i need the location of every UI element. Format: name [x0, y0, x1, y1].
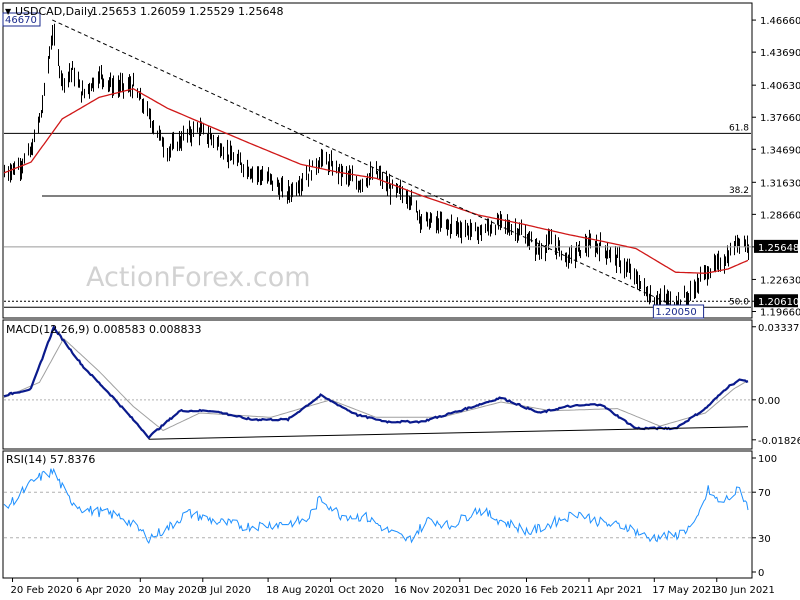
macd-axis-label: 0.00	[758, 396, 780, 407]
date-axis-label: 16 Nov 2020	[394, 585, 458, 596]
price-axis-highlight	[754, 294, 798, 308]
high-label-box	[2, 12, 41, 27]
date-axis-label: 1 Oct 2020	[329, 585, 384, 596]
down-trendline	[52, 19, 671, 305]
rsi-line	[3, 467, 749, 544]
macd-plot	[3, 324, 751, 440]
date-axis-label: 30 Jun 2021	[715, 585, 775, 596]
date-axis-label: 18 Aug 2020	[266, 585, 330, 596]
high-label: 46670	[5, 15, 37, 26]
price-axis-label: 1.22630	[760, 275, 800, 286]
moving-average-line	[3, 87, 749, 274]
rsi-axis-label: 0	[758, 568, 764, 579]
date-axis-label: 1 Apr 2021	[587, 585, 642, 596]
macd-title: MACD(12,26,9) 0.008583 0.008833	[6, 323, 202, 336]
macd-line	[3, 324, 749, 440]
date-axis-label: 31 Dec 2020	[458, 585, 522, 596]
rsi-axis-label: 30	[758, 534, 771, 545]
price-axis-label: 1.31630	[760, 178, 800, 189]
rsi-plot	[3, 467, 751, 544]
low-label-box	[652, 304, 705, 319]
date-axis-label: 20 May 2020	[138, 585, 203, 596]
symbol-menu-icon[interactable]: ▼	[5, 7, 12, 16]
rsi-title: RSI(14) 57.8376	[6, 453, 95, 466]
ohlc-values: 1.25653 1.26059 1.25529 1.25648	[91, 5, 283, 18]
chart-symbol-title: USDCAD,Daily	[15, 5, 94, 18]
rsi-axis-label: 70	[758, 488, 771, 499]
price-axis-label: 1.28660	[760, 210, 800, 221]
date-axis-label: 16 Feb 2021	[525, 585, 587, 596]
price-axis-label: 1.19660	[760, 307, 800, 318]
price-overlays: 61.8 38.2 50.0 46670 1.20050	[2, 12, 751, 319]
price-axis-label: 1.46660	[760, 16, 800, 27]
price-axis-label: 1.34690	[760, 145, 800, 156]
price-axis-label: 1.43690	[760, 48, 800, 59]
rsi-axis-label: 100	[758, 454, 777, 465]
fib-level-label: 61.8	[729, 123, 749, 133]
low-label: 1.20050	[655, 307, 696, 318]
date-axis-label: 6 Apr 2020	[76, 585, 131, 596]
price-axis-label: 1.20610	[758, 297, 799, 308]
rsi-panel-frame[interactable]	[2, 450, 753, 579]
macd-signal-line	[3, 337, 749, 432]
date-axis-label: 3 Jul 2020	[201, 585, 251, 596]
macd-axis-label: -0.018262	[758, 436, 800, 447]
price-axis-highlight	[754, 239, 798, 253]
date-axis-label: 20 Feb 2020	[11, 585, 73, 596]
axis-labels: 1.46660 1.43690 1.40630 1.37660 1.34690 1.316…	[11, 16, 800, 596]
macd-trendline	[148, 426, 749, 440]
price-axis-label: 1.25648	[758, 243, 799, 254]
price-bars	[4, 23, 749, 316]
watermark: ActionForex.com	[86, 262, 311, 293]
fib-level-label: 50.0	[729, 297, 749, 307]
price-axis-label: 1.40630	[760, 81, 800, 92]
price-axis-label: 1.37660	[760, 113, 800, 124]
fib-level-label: 38.2	[729, 186, 749, 196]
macd-axis-label: 0.03337	[758, 323, 799, 334]
macd-panel-frame[interactable]	[2, 319, 753, 450]
date-axis-label: 17 May 2021	[652, 585, 717, 596]
